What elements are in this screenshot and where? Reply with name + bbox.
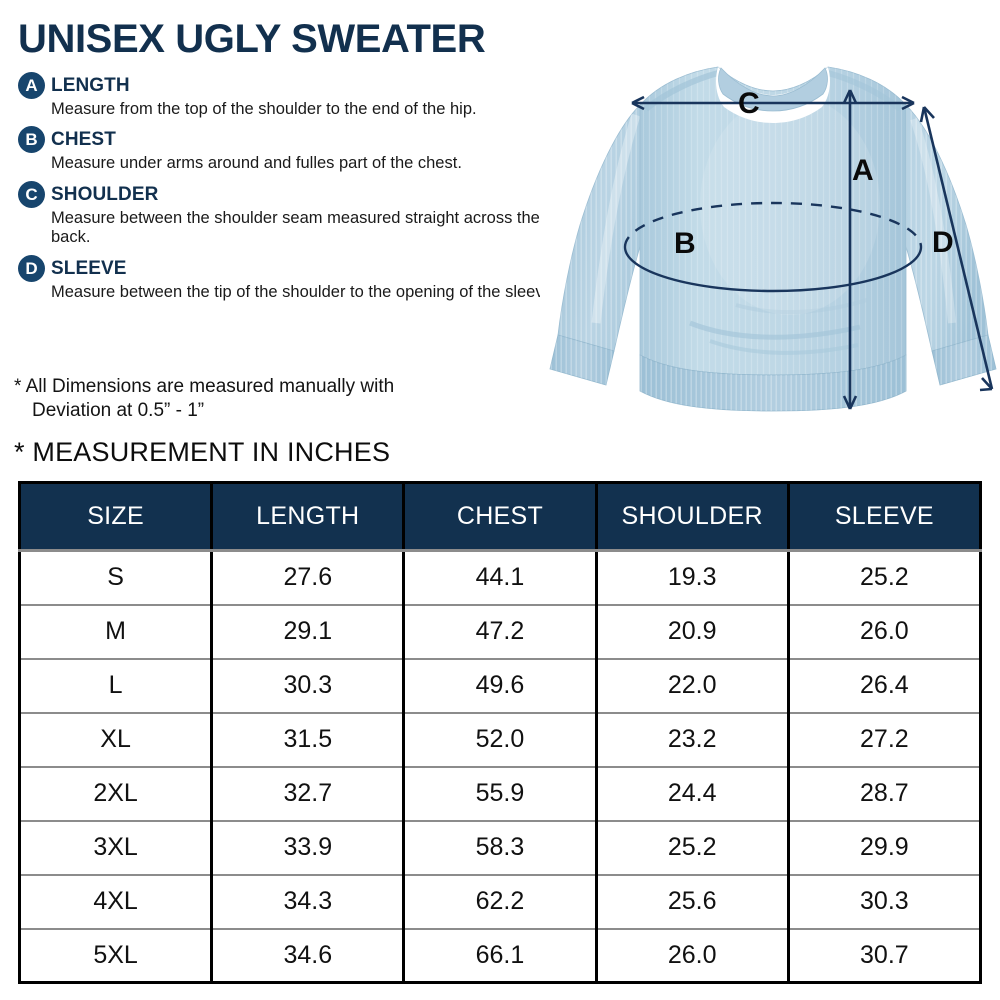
- cell-sleeve: 30.7: [786, 927, 981, 983]
- legend-desc-shoulder: Measure between the shoulder seam measur…: [51, 208, 540, 247]
- cell-length: 27.6: [210, 550, 406, 605]
- cell-size: L: [19, 657, 214, 713]
- legend-label-sleeve: SLEEVE: [51, 257, 127, 279]
- column-header-length: LENGTH: [210, 482, 406, 552]
- cell-size: 5XL: [19, 927, 214, 983]
- cell-size: S: [19, 550, 214, 605]
- legend-label-chest: CHEST: [51, 129, 116, 151]
- size-chart-table: SIZE LENGTH CHEST SHOULDER SLEEVE S 27.6…: [18, 481, 982, 984]
- cell-sleeve: 26.0: [786, 603, 981, 659]
- cell-length: 31.5: [210, 711, 406, 767]
- cell-shoulder: 26.0: [594, 927, 790, 983]
- legend-item-chest: B CHEST Measure under arms around and fu…: [18, 126, 578, 173]
- legend-item-length: A LENGTH Measure from the top of the sho…: [18, 72, 578, 119]
- column-header-chest: CHEST: [402, 482, 598, 552]
- cell-length: 30.3: [210, 657, 406, 713]
- cell-length: 29.1: [210, 603, 406, 659]
- legend-label-shoulder: SHOULDER: [51, 183, 159, 205]
- legend-desc-chest: Measure under arms around and fulles par…: [51, 154, 462, 173]
- table-row: 2XL 32.7 55.9 24.4 28.7: [19, 765, 981, 821]
- cell-size: 3XL: [19, 819, 214, 875]
- page-title: UNISEX UGLY SWEATER: [18, 17, 486, 61]
- table-row: L 30.3 49.6 22.0 26.4: [19, 657, 981, 713]
- column-header-shoulder: SHOULDER: [594, 482, 790, 552]
- cell-sleeve: 30.3: [786, 873, 981, 929]
- marker-b-label: B: [674, 227, 696, 260]
- cell-shoulder: 23.2: [594, 711, 790, 767]
- cell-chest: 62.2: [402, 873, 598, 929]
- badge-a-icon: A: [18, 72, 45, 99]
- legend-label-length: LENGTH: [51, 75, 130, 96]
- legend-desc-length: Measure from the top of the shoulder to …: [51, 100, 477, 118]
- cell-shoulder: 22.0: [594, 657, 790, 713]
- cell-size: 2XL: [19, 765, 214, 821]
- cell-size: 4XL: [19, 873, 214, 929]
- cell-length: 34.3: [210, 873, 406, 929]
- cell-chest: 52.0: [402, 711, 598, 767]
- deviation-note-line1: * All Dimensions are measured manually w…: [14, 376, 395, 397]
- badge-c-icon: C: [18, 180, 45, 208]
- legend-item-shoulder: C SHOULDER Measure between the shoulder …: [18, 180, 578, 248]
- badge-b-icon: B: [18, 126, 45, 154]
- table-row: 4XL 34.3 62.2 25.6 30.3: [19, 873, 981, 929]
- table-row: M 29.1 47.2 20.9 26.0: [19, 603, 981, 659]
- sweater-illustration: C A B D: [540, 55, 1000, 435]
- legend-item-sleeve: D SLEEVE Measure between the tip of the …: [18, 254, 578, 302]
- arrow-b-ellipse-back: [623, 201, 923, 248]
- cell-size: XL: [19, 711, 214, 767]
- marker-a-label: A: [852, 154, 874, 187]
- cell-size: M: [19, 603, 214, 659]
- legend-desc-sleeve: Measure between the tip of the shoulder …: [51, 282, 558, 301]
- deviation-note-line2: Deviation at 0.5” - 1”: [32, 399, 205, 421]
- measurement-arrows: [623, 89, 994, 410]
- cell-shoulder: 25.6: [594, 873, 790, 929]
- cell-length: 32.7: [210, 765, 406, 821]
- arrow-d-line: [922, 106, 994, 390]
- cell-chest: 47.2: [402, 603, 598, 659]
- table-row: XL 31.5 52.0 23.2 27.2: [19, 711, 981, 767]
- column-header-size: SIZE: [19, 482, 214, 552]
- cell-sleeve: 26.4: [786, 657, 981, 713]
- badge-d-icon: D: [18, 254, 45, 282]
- cell-shoulder: 24.4: [594, 765, 790, 821]
- table-row: S 27.6 44.1 19.3 25.2: [19, 550, 981, 605]
- collar-rib: [718, 67, 828, 112]
- cell-sleeve: 29.9: [786, 819, 981, 875]
- table-row: 5XL 34.6 66.1 26.0 30.7: [19, 927, 981, 983]
- cell-shoulder: 19.3: [594, 550, 790, 605]
- table-row: 3XL 33.9 58.3 25.2 29.9: [19, 819, 981, 875]
- cell-chest: 58.3: [402, 819, 598, 875]
- sweater-body: [639, 66, 907, 412]
- cell-sleeve: 28.7: [786, 765, 981, 821]
- marker-d-label: D: [932, 226, 954, 259]
- cell-chest: 49.6: [402, 657, 598, 713]
- column-header-sleeve: SLEEVE: [786, 482, 981, 552]
- marker-c-label: C: [738, 87, 760, 120]
- cell-length: 34.6: [210, 927, 406, 983]
- cell-chest: 55.9: [402, 765, 598, 821]
- collar-inner: [716, 67, 830, 123]
- cell-length: 33.9: [210, 819, 406, 875]
- cell-sleeve: 27.2: [786, 711, 981, 767]
- cell-chest: 66.1: [402, 927, 598, 983]
- measurement-legend: A LENGTH Measure from the top of the sho…: [18, 72, 578, 309]
- cell-shoulder: 20.9: [594, 603, 790, 659]
- table-header-row: SIZE LENGTH CHEST SHOULDER SLEEVE: [19, 482, 981, 552]
- units-note: * MEASUREMENT IN INCHES: [14, 437, 391, 467]
- cell-chest: 44.1: [402, 550, 598, 605]
- deviation-note: * All Dimensions are measured manually w…: [14, 375, 534, 423]
- cell-sleeve: 25.2: [786, 550, 981, 605]
- cell-shoulder: 25.2: [594, 819, 790, 875]
- arrow-b-ellipse-front: [623, 246, 923, 293]
